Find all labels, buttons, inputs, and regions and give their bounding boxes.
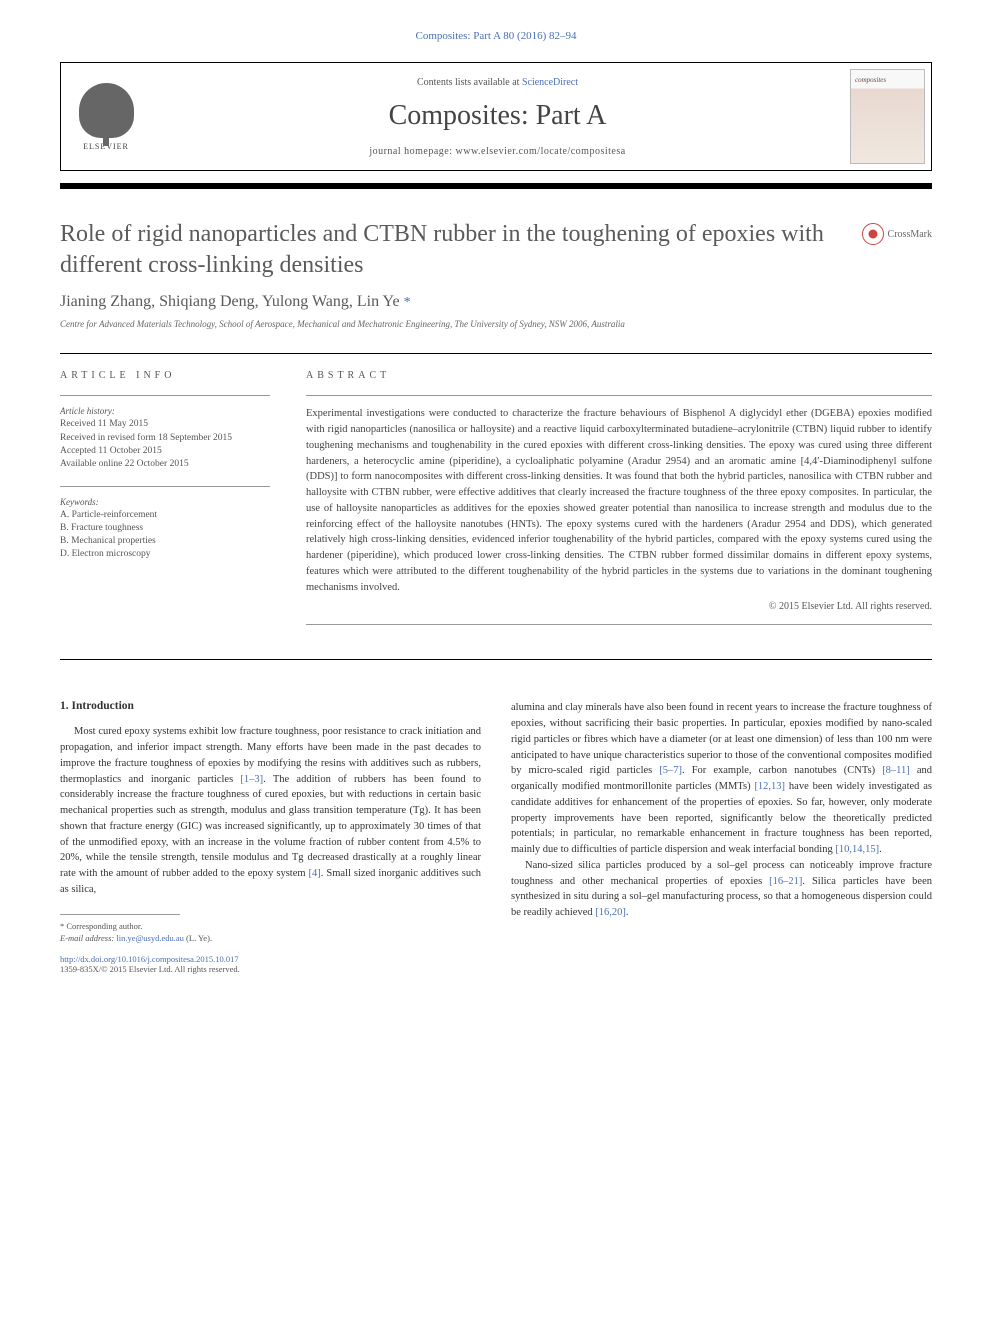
email-suffix: (L. Ye). <box>184 933 212 943</box>
intro-p1: Most cured epoxy systems exhibit low fra… <box>60 724 481 897</box>
homepage-prefix: journal homepage: <box>369 146 455 157</box>
ref-10-14-15[interactable]: [10,14,15] <box>835 844 879 855</box>
email-link[interactable]: lin.ye@usyd.edu.au <box>116 933 184 943</box>
crossmark-badge[interactable]: CrossMark <box>862 223 932 245</box>
online-line: Available online 22 October 2015 <box>60 458 270 471</box>
corresponding-author-mark[interactable]: * <box>404 295 411 310</box>
info-abstract-row: ARTICLE INFO Article history: Received 1… <box>60 370 932 635</box>
accepted-line: Accepted 11 October 2015 <box>60 445 270 458</box>
journal-name: Composites: Part A <box>161 100 834 132</box>
article-info-column: ARTICLE INFO Article history: Received 1… <box>60 370 270 635</box>
right-column: alumina and clay minerals have also been… <box>511 700 932 974</box>
keyword-4: D. Electron microscopy <box>60 548 270 561</box>
info-divider-2 <box>60 486 270 487</box>
ref-12-13[interactable]: [12,13] <box>754 781 785 792</box>
journal-header: ELSEVIER Contents lists available at Sci… <box>60 62 932 171</box>
ref-1-3[interactable]: [1–3] <box>240 774 263 785</box>
revised-line: Received in revised form 18 September 20… <box>60 432 270 445</box>
issn-line: 1359-835X/© 2015 Elsevier Ltd. All right… <box>60 964 481 974</box>
ref-4[interactable]: [4] <box>309 868 321 879</box>
email-footnote: E-mail address: lin.ye@usyd.edu.au (L. Y… <box>60 933 481 945</box>
p3c: . <box>626 907 629 918</box>
intro-body-right: alumina and clay minerals have also been… <box>511 700 932 921</box>
title-row: Role of rigid nanoparticles and CTBN rub… <box>60 219 932 281</box>
author-list: Jianing Zhang, Shiqiang Deng, Yulong Wan… <box>60 293 932 311</box>
left-column: 1. Introduction Most cured epoxy systems… <box>60 700 481 974</box>
p2e: . <box>879 844 882 855</box>
affiliation: Centre for Advanced Materials Technology… <box>60 319 932 329</box>
footnote-rule <box>60 914 180 915</box>
crossmark-text: CrossMark <box>888 229 932 240</box>
p1b: . The addition of rubbers has been found… <box>60 774 481 880</box>
elsevier-tree-icon <box>79 83 134 138</box>
ref-16-20[interactable]: [16,20] <box>595 907 626 918</box>
cover-label: composites <box>855 76 886 84</box>
contents-list-line: Contents lists available at ScienceDirec… <box>161 77 834 88</box>
intro-p3: Nano-sized silica particles produced by … <box>511 858 932 921</box>
history-label: Article history: <box>60 406 270 416</box>
ref-5-7[interactable]: [5–7] <box>659 765 682 776</box>
divider-top <box>60 353 932 354</box>
corr-footnote: * Corresponding author. <box>60 921 481 933</box>
received-line: Received 11 May 2015 <box>60 418 270 431</box>
keyword-3: B. Mechanical properties <box>60 535 270 548</box>
header-center: Contents lists available at ScienceDirec… <box>151 67 844 167</box>
body-divider <box>60 659 932 660</box>
header-underline-bar <box>60 183 932 189</box>
abstract-heading: ABSTRACT <box>306 370 932 381</box>
elsevier-logo: ELSEVIER <box>61 67 151 167</box>
email-label: E-mail address: <box>60 933 116 943</box>
p2b: . For example, carbon nanotubes (CNTs) <box>682 765 882 776</box>
homepage-url[interactable]: www.elsevier.com/locate/compositesa <box>456 146 626 157</box>
body-two-col: 1. Introduction Most cured epoxy systems… <box>60 700 932 974</box>
journal-homepage: journal homepage: www.elsevier.com/locat… <box>161 146 834 157</box>
crossmark-icon <box>862 223 884 245</box>
abstract-bottom-divider <box>306 624 932 625</box>
keywords-block: Keywords: A. Particle-reinforcement B. F… <box>60 497 270 562</box>
keyword-2: B. Fracture toughness <box>60 522 270 535</box>
article-title: Role of rigid nanoparticles and CTBN rub… <box>60 219 842 281</box>
contents-prefix: Contents lists available at <box>417 77 522 88</box>
abstract-copyright: © 2015 Elsevier Ltd. All rights reserved… <box>306 601 932 612</box>
abstract-divider <box>306 395 932 396</box>
abstract-column: ABSTRACT Experimental investigations wer… <box>306 370 932 635</box>
doi-link[interactable]: http://dx.doi.org/10.1016/j.compositesa.… <box>60 954 481 964</box>
authors-text: Jianing Zhang, Shiqiang Deng, Yulong Wan… <box>60 293 400 310</box>
keyword-1: A. Particle-reinforcement <box>60 509 270 522</box>
intro-body-left: Most cured epoxy systems exhibit low fra… <box>60 724 481 897</box>
journal-cover-thumbnail: composites <box>850 69 925 164</box>
ref-16-21[interactable]: [16–21] <box>769 876 802 887</box>
keywords-label: Keywords: <box>60 497 270 507</box>
intro-heading: 1. Introduction <box>60 700 481 712</box>
ref-8-11[interactable]: [8–11] <box>882 765 910 776</box>
article-info-heading: ARTICLE INFO <box>60 370 270 381</box>
abstract-text: Experimental investigations were conduct… <box>306 406 932 595</box>
top-citation: Composites: Part A 80 (2016) 82–94 <box>60 30 932 42</box>
sciencedirect-link[interactable]: ScienceDirect <box>522 77 578 88</box>
history-block: Article history: Received 11 May 2015 Re… <box>60 406 270 471</box>
info-divider-1 <box>60 395 270 396</box>
intro-p2: alumina and clay minerals have also been… <box>511 700 932 858</box>
